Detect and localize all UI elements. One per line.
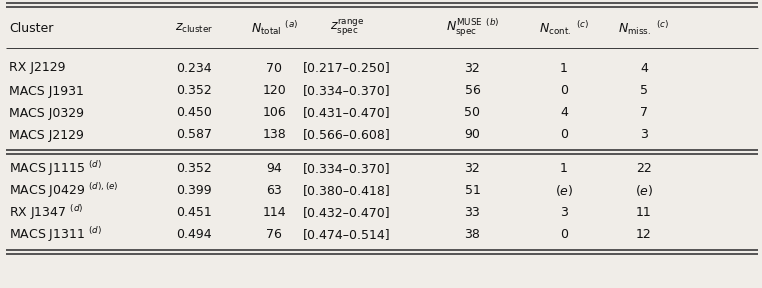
Text: MACS J1311 $^{(d)}$: MACS J1311 $^{(d)}$	[9, 226, 102, 245]
Text: $N_{\mathrm{miss.}}\ ^{(c)}$: $N_{\mathrm{miss.}}\ ^{(c)}$	[618, 19, 670, 37]
Text: 22: 22	[636, 162, 652, 175]
Text: 76: 76	[267, 228, 282, 242]
Text: RX J2129: RX J2129	[9, 62, 66, 75]
Text: 90: 90	[465, 128, 480, 141]
Text: 0.399: 0.399	[177, 185, 212, 198]
Text: [0.566–0.608]: [0.566–0.608]	[303, 128, 391, 141]
Text: $z_{\mathrm{spec}}^{\mathrm{range}}$: $z_{\mathrm{spec}}^{\mathrm{range}}$	[330, 18, 363, 38]
Text: 0.450: 0.450	[176, 107, 213, 120]
Text: $(e)$: $(e)$	[555, 183, 573, 198]
Text: 5: 5	[640, 84, 648, 98]
Text: 33: 33	[465, 206, 480, 219]
Text: 114: 114	[262, 206, 287, 219]
Text: [0.334–0.370]: [0.334–0.370]	[303, 162, 390, 175]
Text: 56: 56	[465, 84, 480, 98]
Text: 3: 3	[560, 206, 568, 219]
Text: 63: 63	[267, 185, 282, 198]
Text: 12: 12	[636, 228, 652, 242]
Text: MACS J1931: MACS J1931	[9, 84, 84, 98]
Text: 4: 4	[560, 107, 568, 120]
Text: 94: 94	[267, 162, 282, 175]
Text: RX J1347 $^{(d)}$: RX J1347 $^{(d)}$	[9, 204, 84, 222]
Text: 1: 1	[560, 62, 568, 75]
Text: $z_{\mathrm{cluster}}$: $z_{\mathrm{cluster}}$	[175, 21, 213, 35]
Text: 0.234: 0.234	[177, 62, 212, 75]
Text: 138: 138	[262, 128, 287, 141]
Text: 1: 1	[560, 162, 568, 175]
Text: $N_{\mathrm{spec}}^{\mathrm{MUSE}}\ ^{(b)}$: $N_{\mathrm{spec}}^{\mathrm{MUSE}}\ ^{(b…	[446, 17, 499, 39]
Text: Cluster: Cluster	[9, 22, 53, 35]
Text: $N_{\mathrm{cont.}}\ ^{(c)}$: $N_{\mathrm{cont.}}\ ^{(c)}$	[539, 19, 589, 37]
Text: 38: 38	[465, 228, 480, 242]
Text: [0.217–0.250]: [0.217–0.250]	[303, 62, 391, 75]
Text: [0.380–0.418]: [0.380–0.418]	[303, 185, 391, 198]
Text: MACS J0329: MACS J0329	[9, 107, 84, 120]
Text: 11: 11	[636, 206, 652, 219]
Text: 70: 70	[267, 62, 282, 75]
Text: 3: 3	[640, 128, 648, 141]
Text: 7: 7	[640, 107, 648, 120]
Text: 0: 0	[560, 84, 568, 98]
Text: 0.352: 0.352	[177, 84, 212, 98]
Text: [0.334–0.370]: [0.334–0.370]	[303, 84, 390, 98]
Text: MACS J1115 $^{(d)}$: MACS J1115 $^{(d)}$	[9, 160, 102, 179]
Text: MACS J2129: MACS J2129	[9, 128, 84, 141]
Text: $(e)$: $(e)$	[635, 183, 653, 198]
Text: 32: 32	[465, 162, 480, 175]
Text: $N_{\mathrm{total}}\ ^{(a)}$: $N_{\mathrm{total}}\ ^{(a)}$	[251, 19, 298, 37]
Text: 51: 51	[465, 185, 480, 198]
Text: 120: 120	[262, 84, 287, 98]
Text: [0.432–0.470]: [0.432–0.470]	[303, 206, 390, 219]
Text: 0.494: 0.494	[177, 228, 212, 242]
Text: 50: 50	[465, 107, 480, 120]
Text: 106: 106	[262, 107, 287, 120]
Text: 0.451: 0.451	[177, 206, 212, 219]
Text: [0.431–0.470]: [0.431–0.470]	[303, 107, 390, 120]
Text: 0.587: 0.587	[176, 128, 213, 141]
Text: 4: 4	[640, 62, 648, 75]
Text: MACS J0429 $^{(d),(e)}$: MACS J0429 $^{(d),(e)}$	[9, 181, 119, 200]
Text: [0.474–0.514]: [0.474–0.514]	[303, 228, 390, 242]
Text: 0.352: 0.352	[177, 162, 212, 175]
Text: 32: 32	[465, 62, 480, 75]
Text: 0: 0	[560, 128, 568, 141]
Text: 0: 0	[560, 228, 568, 242]
